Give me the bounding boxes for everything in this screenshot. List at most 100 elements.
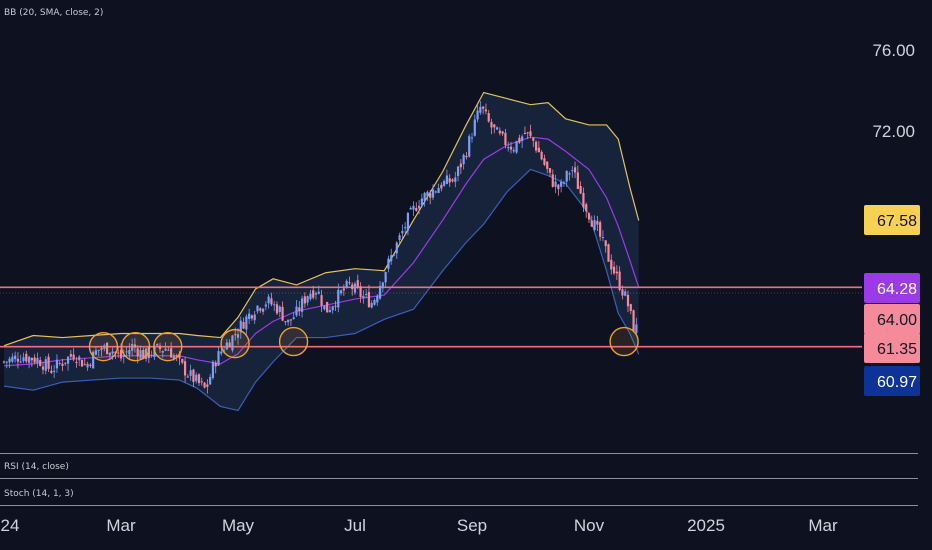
highlight-circles[interactable]: [88, 326, 639, 362]
candle: [409, 206, 412, 210]
candle: [312, 285, 315, 300]
candle: [509, 141, 513, 154]
candle: [359, 282, 362, 303]
candle: [417, 199, 421, 215]
candle: [200, 377, 203, 386]
highlight-circle-4[interactable]: [220, 328, 250, 359]
candle: [635, 317, 638, 334]
candle: [55, 354, 59, 373]
candle: [376, 293, 379, 306]
candle: [493, 124, 496, 134]
candle: [576, 165, 579, 190]
candle: [253, 310, 256, 324]
x-tick-label: Nov: [574, 516, 605, 535]
candle: [473, 114, 476, 137]
highlight-circle-5[interactable]: [278, 326, 309, 357]
candle: [431, 184, 435, 201]
candle: [612, 261, 616, 276]
candle: [242, 317, 245, 329]
candle: [534, 140, 538, 153]
candle: [69, 349, 72, 361]
candle: [557, 183, 560, 196]
candle: [33, 354, 36, 365]
candle: [404, 222, 407, 234]
candle: [593, 215, 596, 232]
candle: [22, 352, 25, 364]
candle: [353, 281, 357, 295]
candle: [445, 169, 449, 185]
candle: [270, 292, 273, 307]
bollinger-band-fill: [4, 92, 639, 411]
candle: [434, 190, 437, 194]
candle: [573, 161, 577, 178]
candle: [64, 362, 67, 366]
candle: [125, 346, 128, 358]
bollinger-fill-area: [4, 92, 639, 411]
candle: [451, 178, 454, 183]
x-tick-label: 24: [1, 516, 20, 535]
candle: [629, 303, 632, 315]
stoch-indicator-label[interactable]: Stoch (14, 1, 3): [4, 489, 74, 499]
candle: [92, 350, 95, 369]
candle: [437, 183, 440, 194]
price-badge: 60.97: [864, 366, 920, 396]
highlight-circle-1[interactable]: [88, 331, 119, 362]
candle: [621, 285, 624, 300]
candle: [504, 128, 507, 149]
time-axis[interactable]: 24 Mar May Jul Sep Nov 2025 Mar: [1, 516, 838, 535]
candle: [158, 342, 162, 353]
candle: [356, 274, 359, 290]
price-badges: 67.58 64.28 64.00 61.35 60.97: [864, 205, 920, 396]
x-tick-label: Jul: [344, 516, 366, 535]
candle: [122, 349, 125, 364]
candle: [228, 339, 231, 348]
candle: [78, 355, 81, 367]
highlight-circle-6[interactable]: [609, 326, 639, 357]
candle: [39, 356, 42, 367]
candle: [610, 254, 613, 275]
candle: [128, 343, 131, 359]
candle: [462, 153, 465, 170]
candle: [303, 292, 306, 308]
highlight-circle-2[interactable]: [120, 331, 151, 362]
candle: [275, 301, 279, 316]
price-axis[interactable]: 76.00 72.00: [872, 41, 915, 141]
candle: [560, 179, 563, 193]
svg-text:60.97: 60.97: [877, 374, 917, 391]
candle: [328, 305, 332, 313]
candle: [426, 190, 429, 201]
candle: [209, 373, 212, 386]
candle: [25, 350, 28, 364]
highlight-circle-3[interactable]: [153, 331, 183, 362]
candle: [392, 253, 396, 257]
candle: [53, 364, 56, 378]
candle: [484, 103, 488, 115]
candle: [261, 308, 265, 315]
candle: [47, 353, 50, 373]
candle: [468, 134, 471, 158]
candle: [117, 346, 120, 358]
candle: [546, 161, 549, 174]
candle: [498, 127, 501, 136]
candle: [211, 359, 215, 380]
candle: [36, 352, 39, 368]
candle: [167, 347, 170, 351]
candle: [348, 276, 351, 286]
svg-text:67.58: 67.58: [877, 213, 917, 230]
candle: [571, 166, 574, 178]
price-badge: 64.00: [864, 304, 920, 334]
candle: [273, 301, 276, 312]
candle: [8, 356, 11, 368]
candle: [456, 165, 460, 182]
horizontal-lines[interactable]: [0, 286, 862, 348]
bb-indicator-label[interactable]: BB (20, SMA, close, 2): [4, 8, 103, 18]
candle: [415, 202, 418, 212]
candle: [142, 347, 145, 360]
candle: [470, 132, 474, 143]
candle: [607, 243, 610, 262]
svg-text:64.00: 64.00: [877, 312, 917, 329]
candle: [412, 201, 415, 217]
rsi-indicator-label[interactable]: RSI (14, close): [4, 462, 69, 472]
candle: [384, 271, 387, 287]
